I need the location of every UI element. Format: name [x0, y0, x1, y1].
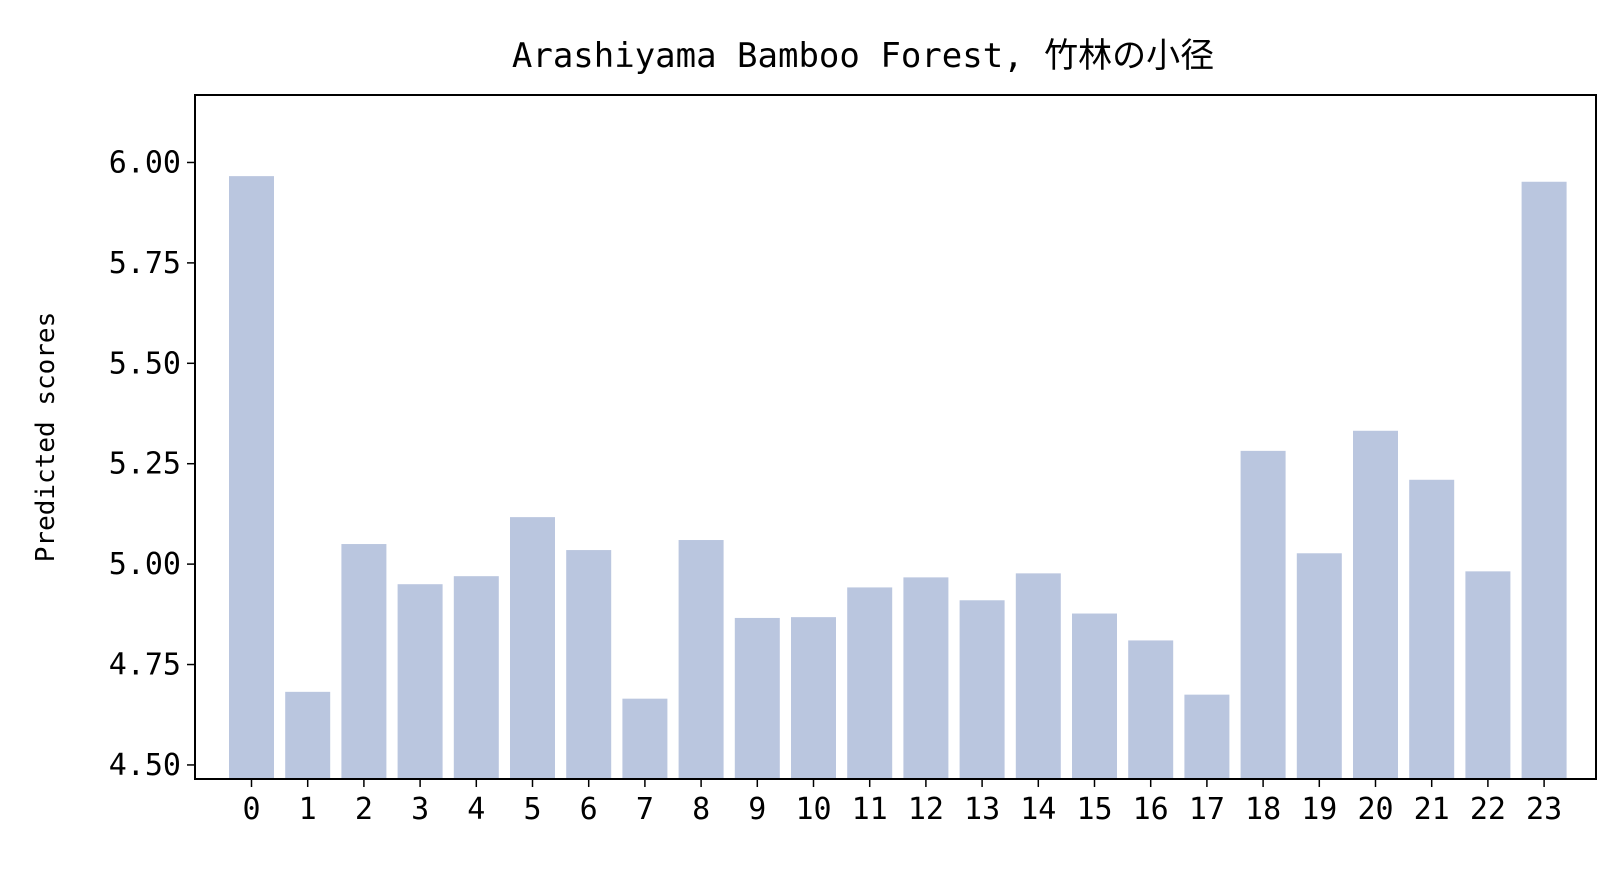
- bar-11: [847, 587, 893, 779]
- y-tick-label: 4.75: [109, 648, 181, 683]
- chart-title: Arashiyama Bamboo Forest, 竹林の小径: [512, 36, 1214, 76]
- bar-12: [903, 577, 949, 779]
- x-tick-label: 18: [1245, 792, 1281, 827]
- bar-10: [791, 617, 836, 779]
- y-tick-label: 4.50: [109, 748, 181, 783]
- x-tick-label: 9: [748, 792, 766, 827]
- y-axis-ticks: 4.50 4.75 5.00 5.25 5.50 5.75 6.00: [109, 145, 195, 783]
- x-tick-label: 8: [692, 792, 710, 827]
- bar-8: [678, 540, 724, 779]
- x-tick-label: 6: [580, 792, 598, 827]
- bar-3: [397, 584, 443, 779]
- x-tick-label: 23: [1526, 792, 1562, 827]
- y-tick-label: 6.00: [109, 145, 181, 180]
- x-tick-label: 16: [1133, 792, 1169, 827]
- bar-16: [1128, 640, 1174, 779]
- y-tick-label: 5.50: [109, 346, 181, 381]
- x-tick-label: 19: [1301, 792, 1337, 827]
- x-tick-label: 5: [523, 792, 541, 827]
- bar-20: [1353, 430, 1398, 779]
- x-tick-label: 20: [1357, 792, 1393, 827]
- x-tick-label: 17: [1189, 792, 1225, 827]
- x-tick-label: 13: [964, 792, 1000, 827]
- bar-9: [734, 617, 780, 779]
- x-tick-label: 1: [299, 792, 317, 827]
- y-tick-label: 5.00: [109, 547, 181, 582]
- bar-22: [1465, 571, 1511, 779]
- x-tick-label: 2: [355, 792, 373, 827]
- x-tick-label: 0: [242, 792, 260, 827]
- bar-19: [1296, 553, 1342, 779]
- bar-15: [1072, 613, 1117, 779]
- plot-frame: [194, 94, 1597, 780]
- y-tick-label: 5.25: [109, 447, 181, 482]
- bar-13: [959, 600, 1005, 779]
- x-tick-label: 14: [1020, 792, 1056, 827]
- bar-4: [453, 576, 499, 779]
- bar-2: [341, 544, 387, 779]
- x-tick-label: 15: [1076, 792, 1112, 827]
- x-tick-label: 10: [795, 792, 831, 827]
- bar-23: [1521, 181, 1567, 779]
- bar-14: [1015, 573, 1061, 779]
- bar-5: [510, 517, 555, 779]
- bar-1: [285, 691, 331, 779]
- x-tick-label: 3: [411, 792, 429, 827]
- x-tick-label: 11: [852, 792, 888, 827]
- y-tick-label: 5.75: [109, 246, 181, 281]
- bar-7: [622, 698, 668, 779]
- bar-6: [566, 550, 612, 779]
- bar-0: [229, 176, 274, 779]
- x-tick-label: 22: [1470, 792, 1506, 827]
- x-tick-label: 4: [467, 792, 485, 827]
- x-tick-label: 12: [908, 792, 944, 827]
- bar-18: [1240, 450, 1286, 779]
- bar-21: [1409, 479, 1455, 779]
- x-axis-ticks: 0 1 2 3 4 5 6 7 8 9 10 11 12 13 14 15 16 17 18 19 20 21 22 23: [242, 779, 1562, 827]
- x-tick-label: 21: [1414, 792, 1450, 827]
- bar-17: [1184, 694, 1230, 779]
- bars-group: [229, 176, 1567, 779]
- x-tick-label: 7: [636, 792, 654, 827]
- y-axis-label: Predicted scores: [31, 312, 61, 562]
